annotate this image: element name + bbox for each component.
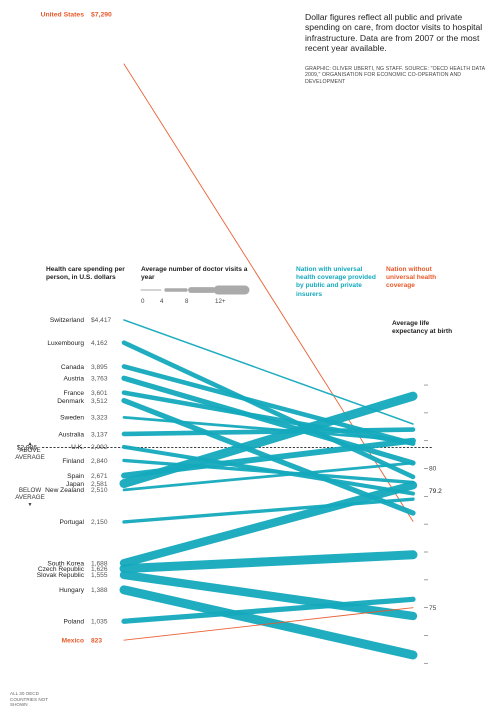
- line-portugal: [122, 497, 415, 524]
- country-spending-south-korea: 1,688: [91, 560, 108, 567]
- country-spending-u-k-: 2,992: [91, 444, 108, 451]
- life-expectancy-header: Average life expectancy at birth: [392, 320, 453, 336]
- above-average-label: ▲ ABOVE AVERAGE: [8, 441, 52, 462]
- country-name-japan: Japan: [66, 481, 84, 488]
- legend-non-universal: Nation without universal health coverage: [386, 266, 437, 290]
- country-spending-spain: 2,671: [91, 473, 108, 480]
- country-name-portugal: Portugal: [59, 519, 84, 526]
- country-name-u-k-: U.K.: [71, 444, 84, 451]
- country-spending-poland: 1,035: [91, 619, 108, 626]
- country-name-australia: Australia: [58, 431, 84, 438]
- country-spending-mexico: 823: [91, 637, 102, 644]
- visits-legend-tick-0: 0: [141, 298, 145, 305]
- country-name-austria: Austria: [63, 376, 84, 383]
- country-spending-portugal: 2,150: [91, 519, 108, 526]
- country-name-united-states: United States: [41, 12, 85, 19]
- life-expectancy-axis: 80 75: [424, 384, 437, 664]
- us-label-group: United States $7,290: [41, 12, 112, 19]
- above-average-text: ABOVE AVERAGE: [15, 447, 45, 462]
- country-spending-czech-republic: 1,626: [91, 566, 108, 573]
- country-spending-austria: 3,763: [91, 376, 108, 383]
- country-name-spain: Spain: [67, 473, 84, 480]
- country-lines: [119, 63, 418, 660]
- country-spending-denmark: 3,512: [91, 398, 108, 405]
- line-japan: [119, 391, 418, 489]
- visits-legend: 0 4 8 12+: [140, 285, 250, 305]
- country-name-mexico: Mexico: [62, 637, 84, 644]
- visits-legend-tick-2: 8: [185, 298, 189, 305]
- country-name-luxembourg: Luxembourg: [47, 340, 84, 347]
- visits-legend-tick-3: 12+: [215, 298, 226, 305]
- life-tick-label-80: 80: [429, 466, 437, 473]
- country-labels: Switzerland $4,417 Luxembourg 4,162 Canada 3,…: [37, 317, 112, 644]
- country-name-finland: Finland: [62, 458, 84, 465]
- country-spending-hungary: 1,388: [91, 587, 108, 594]
- source-credit: GRAPHIC: OLIVER UBERTI, NG STAFF. SOURCE…: [305, 66, 485, 85]
- country-name-sweden: Sweden: [60, 415, 84, 422]
- average-life-label: 79.2: [429, 488, 442, 495]
- life-tick-label-75: 75: [429, 605, 437, 612]
- explanatory-note: Dollar figures reflect all public and pr…: [305, 12, 483, 54]
- country-name-switzerland: Switzerland: [50, 317, 84, 324]
- country-spending-switzerland: $4,417: [91, 317, 112, 324]
- country-spending-united-states: $7,290: [91, 12, 112, 19]
- country-name-canada: Canada: [61, 364, 84, 371]
- country-name-denmark: Denmark: [57, 398, 84, 405]
- country-spending-new-zealand: 2,510: [91, 487, 108, 494]
- line-sweden: [122, 416, 415, 443]
- country-spending-sweden: 3,323: [91, 415, 108, 422]
- line-luxembourg: [121, 340, 416, 480]
- down-arrow-icon: ▼: [27, 501, 33, 508]
- country-name-hungary: Hungary: [59, 587, 85, 594]
- spending-header: Health care spending per person, in U.S.…: [46, 266, 125, 282]
- country-name-czech-republic: Czech Republic: [38, 566, 85, 573]
- country-name-france: France: [63, 390, 84, 397]
- line-slovak-republic: [119, 570, 418, 621]
- line-poland: [121, 596, 416, 624]
- line-hungary: [119, 585, 418, 660]
- legend-universal: Nation with universal health coverage pr…: [296, 266, 376, 298]
- line-new-zealand: [122, 461, 415, 492]
- line-mexico: [123, 607, 414, 641]
- line-australia: [121, 427, 416, 437]
- below-average-label: BELOW AVERAGE ▼: [8, 487, 52, 508]
- country-spending-luxembourg: 4,162: [91, 340, 108, 347]
- average-spending-label: $2,986: [17, 445, 38, 452]
- country-spending-japan: 2,581: [91, 481, 108, 488]
- country-spending-canada: 3,895: [91, 364, 108, 371]
- country-spending-finland: 2,840: [91, 458, 108, 465]
- country-name-poland: Poland: [63, 619, 84, 626]
- footnote: ALL 30 OECD COUNTRIES NOT SHOWN: [10, 691, 48, 708]
- country-name-slovak-republic: Slovak Republic: [37, 572, 85, 579]
- country-name-new-zealand: New Zealand: [45, 487, 84, 494]
- line-czech-republic: [119, 550, 418, 574]
- visits-header: Average number of doctor visits a year: [141, 266, 248, 282]
- line-finland: [122, 458, 415, 485]
- up-arrow-icon: ▲: [27, 441, 33, 447]
- country-spending-australia: 3,137: [91, 431, 108, 438]
- country-name-south-korea: South Korea: [47, 560, 84, 567]
- country-spending-slovak-republic: 1,555: [91, 572, 108, 579]
- line-south-korea: [119, 481, 418, 568]
- below-average-text: BELOW AVERAGE: [15, 487, 45, 502]
- line-france: [121, 390, 416, 446]
- visits-legend-tick-1: 4: [160, 298, 164, 305]
- country-spending-france: 3,601: [91, 390, 108, 397]
